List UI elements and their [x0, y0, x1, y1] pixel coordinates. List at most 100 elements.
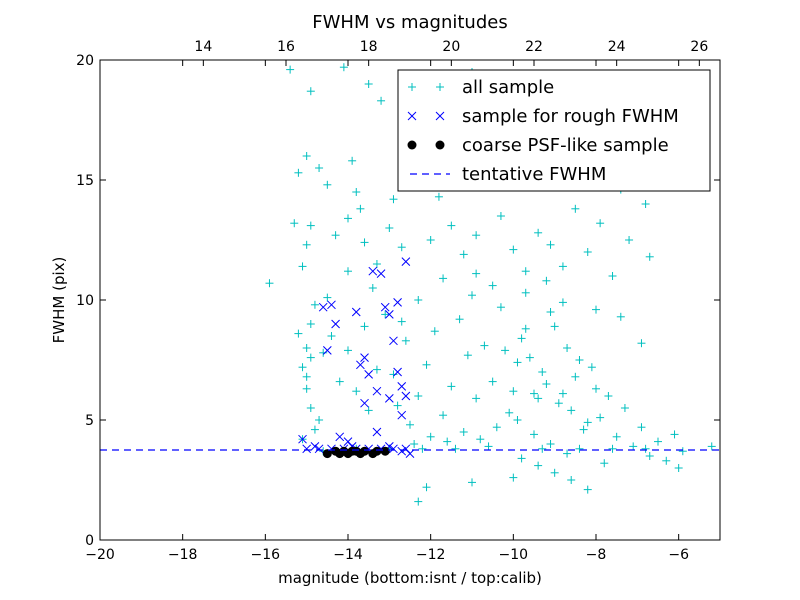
rough-fwhm-point: [393, 298, 402, 307]
sample-point: [496, 212, 505, 220]
sample-point: [459, 428, 468, 436]
rough-fwhm-point: [397, 446, 407, 456]
sample-point: [542, 380, 551, 388]
sample-point: [339, 63, 348, 72]
sample-point: [645, 452, 654, 460]
sample-point: [286, 65, 295, 74]
sample-point: [352, 387, 361, 396]
top-tick-label: 20: [442, 39, 460, 55]
x-stroke-b: [376, 269, 386, 278]
rough-fwhm-point: [364, 370, 374, 379]
sample-point: [525, 353, 534, 362]
sample-point: [492, 423, 501, 432]
x-stroke-b: [360, 353, 369, 362]
top-tick-label: 14: [194, 39, 212, 55]
sample-point: [385, 224, 394, 232]
sample-point: [612, 432, 621, 441]
x-stroke-b: [343, 437, 353, 446]
sample-point: [592, 305, 600, 314]
sample-point: [546, 440, 555, 448]
sample-point: [567, 476, 576, 484]
sample-point: [294, 329, 303, 338]
sample-point: [302, 152, 311, 160]
x-tick-label: −16: [251, 547, 281, 563]
sample-point: [513, 416, 522, 424]
sample-point: [550, 322, 559, 331]
rough-fwhm-point: [314, 444, 324, 454]
sample-point: [505, 408, 514, 417]
rough-fwhm-point: [322, 346, 332, 355]
sample-point: [596, 413, 605, 422]
series-2: [322, 446, 390, 459]
x-stroke-b: [318, 302, 328, 312]
sample-point: [414, 497, 423, 506]
top-tick-label: 26: [690, 39, 708, 55]
rough-fwhm-point: [318, 302, 328, 312]
legend-marker-right: [436, 83, 444, 91]
sample-point: [414, 296, 423, 304]
x-stroke-b: [384, 310, 394, 319]
sample-point: [397, 317, 406, 326]
sample-point: [509, 245, 518, 254]
sample-point: [521, 324, 530, 333]
sample-point: [364, 406, 373, 415]
x-stroke-b: [372, 386, 382, 396]
sample-point: [645, 252, 654, 261]
sample-point: [608, 444, 617, 453]
x-stroke-b: [407, 111, 417, 121]
sample-point: [678, 447, 687, 456]
sample-point: [654, 437, 662, 446]
psf-point: [322, 449, 332, 459]
x-stroke-b: [314, 444, 324, 454]
sample-point: [563, 449, 572, 458]
rough-fwhm-point: [405, 449, 415, 458]
sample-point: [587, 363, 596, 372]
x-stroke-b: [401, 391, 411, 401]
sample-point: [459, 250, 468, 259]
x-stroke-b: [327, 300, 336, 310]
y-tick-label: 10: [76, 293, 94, 309]
sample-point: [583, 248, 592, 256]
top-tick-label: 16: [277, 39, 295, 55]
x-stroke-b: [360, 398, 369, 408]
psf-point: [380, 446, 390, 456]
sample-point: [397, 243, 406, 252]
x-stroke-b: [298, 434, 307, 444]
sample-point: [567, 406, 576, 415]
legend: all sample sample for rough FWHM coarse …: [397, 69, 711, 192]
rough-fwhm-point: [389, 444, 398, 454]
sample-point: [637, 339, 646, 348]
rough-fwhm-point: [310, 442, 320, 451]
legend-marker-left: [407, 140, 417, 150]
sample-point: [331, 231, 340, 240]
sample-point: [306, 320, 315, 328]
sample-point: [579, 425, 588, 434]
sample-point: [372, 260, 381, 268]
sample-point: [484, 442, 493, 451]
legend-label-psf-sample: coarse PSF-like sample: [462, 135, 669, 156]
sample-point: [558, 298, 567, 307]
sample-point: [542, 276, 551, 285]
rough-fwhm-point: [397, 382, 407, 391]
sample-point: [360, 238, 369, 247]
rough-fwhm-point: [384, 394, 394, 403]
x-stroke-b: [393, 367, 402, 377]
rough-fwhm-point: [401, 257, 411, 266]
legend-label-rough-fwhm: sample for rough FWHM: [462, 106, 679, 127]
sample-point: [323, 293, 332, 302]
sample-point: [509, 387, 518, 396]
top-tick-label: 22: [525, 39, 543, 55]
sample-point: [521, 288, 530, 297]
sample-point: [439, 411, 448, 420]
rough-fwhm-point: [389, 336, 398, 346]
sample-point: [476, 435, 485, 444]
sample-point: [344, 214, 352, 223]
sample-point: [534, 461, 543, 470]
sample-point: [439, 274, 448, 283]
sample-point: [629, 442, 638, 451]
sample-point: [496, 303, 505, 312]
sample-point: [517, 454, 526, 463]
sample-point: [298, 363, 307, 372]
sample-point: [546, 240, 555, 249]
sample-point: [294, 168, 303, 177]
